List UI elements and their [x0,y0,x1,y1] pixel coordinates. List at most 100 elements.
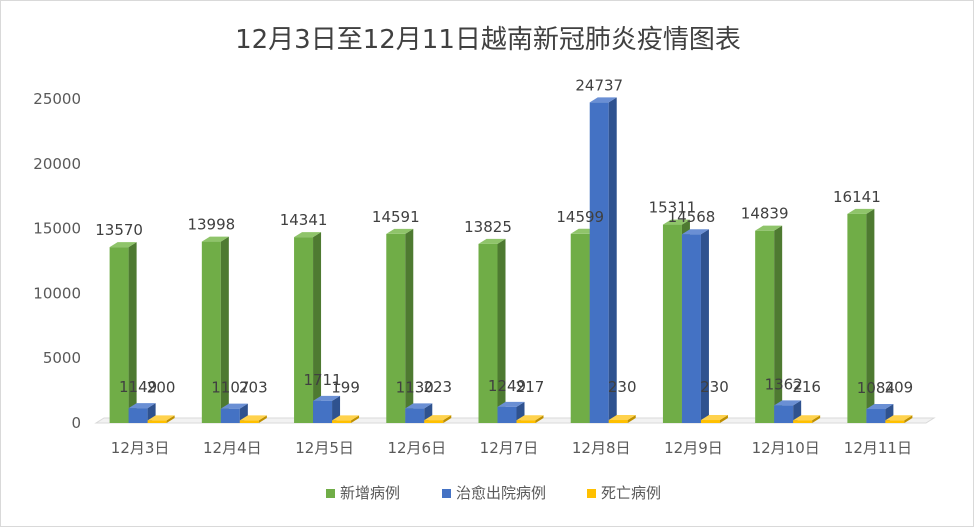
bar-top [885,415,913,421]
bar-top [220,403,248,409]
bar [681,229,709,423]
bars [109,97,913,423]
bar-front [109,247,129,423]
bar [220,403,248,423]
bar-top [589,97,617,103]
x-tick-label: 12月11日 [844,439,912,457]
bar-top [516,415,544,421]
x-tick-label: 12月6日 [387,439,446,457]
bar [147,415,175,423]
x-tick-label: 12月3日 [111,439,170,457]
bar-front [774,405,794,423]
bar-top [866,403,894,409]
data-label: 14568 [668,208,716,226]
data-label: 14591 [372,208,420,226]
bar-top [662,219,690,225]
data-label: 1084 [857,379,895,397]
bar-front [608,420,628,423]
bar-top [608,415,636,421]
legend-label: 治愈出院病例 [456,484,546,502]
data-label: 209 [885,378,914,396]
data-label: 1107 [211,379,249,397]
legend-label: 新增病例 [340,484,400,502]
bar-front [755,230,775,423]
bar [294,232,322,423]
bar-side [774,225,783,423]
bar [497,401,525,423]
bar-top [681,229,709,235]
bar-side [128,242,137,423]
data-label: 14341 [280,211,328,229]
bar-top [405,403,433,409]
bar [516,415,544,423]
bar [793,415,821,423]
bar [608,415,636,423]
bar-front [866,408,886,423]
legend-swatch [587,489,596,498]
bar-side [313,232,322,423]
bar-side [332,395,341,423]
data-label: 230 [700,378,729,396]
bar-top [793,415,821,421]
bar-front [681,234,701,423]
bar [424,415,452,423]
bar-top [147,415,175,421]
data-label: 14599 [556,208,604,226]
legend-item: 新增病例 [326,484,400,502]
bar [755,225,783,423]
bar-front [386,233,406,423]
bar-top [294,232,322,238]
legend-label: 死亡病例 [601,484,661,502]
data-label: 1249 [488,377,526,395]
legend-swatch [442,489,451,498]
data-label: 1130 [396,378,434,396]
bar-front [793,420,813,423]
bar-top [847,208,875,214]
bar-side [812,415,821,423]
bar-side [866,208,875,423]
bar-front [332,420,352,423]
bar-side [904,415,913,423]
bar-top [239,415,267,421]
bar-front [147,420,167,423]
bar-side [443,415,452,423]
bar-top [386,228,414,234]
bar-top [128,403,156,409]
x-tick-label: 12月7日 [480,439,539,457]
data-label: 230 [608,378,637,396]
data-label: 216 [792,378,821,396]
legend: 新增病例 治愈出院病例 死亡病例 [326,484,661,502]
bar-side [627,415,636,423]
bar-front [589,102,609,423]
data-label: 13825 [464,218,512,236]
bar-top [700,415,728,421]
bar-front [497,406,517,423]
bar-front [516,420,536,423]
data-label: 13998 [187,216,235,234]
data-label: 15311 [649,199,697,217]
bar-top [497,401,525,407]
data-label: 14839 [741,205,789,223]
data-label: 1711 [303,371,341,389]
bar [128,403,156,423]
x-tick-label: 12月5日 [295,439,354,457]
x-tick-label: 12月9日 [664,439,723,457]
bar-top [774,400,802,406]
bar-top [313,395,341,401]
data-label: 200 [147,378,176,396]
data-label: 1149 [119,378,157,396]
x-tick-label: 12月10日 [752,439,820,457]
y-tick-label: 10000 [33,284,81,302]
bar [313,395,341,423]
bar-top [424,415,452,421]
bar [478,238,506,423]
bar-front [570,233,590,423]
bar-top [478,238,506,244]
bar-side [608,97,617,423]
legend-swatch [326,489,335,498]
y-tick-label: 0 [71,414,81,432]
y-tick-label: 25000 [33,90,81,108]
